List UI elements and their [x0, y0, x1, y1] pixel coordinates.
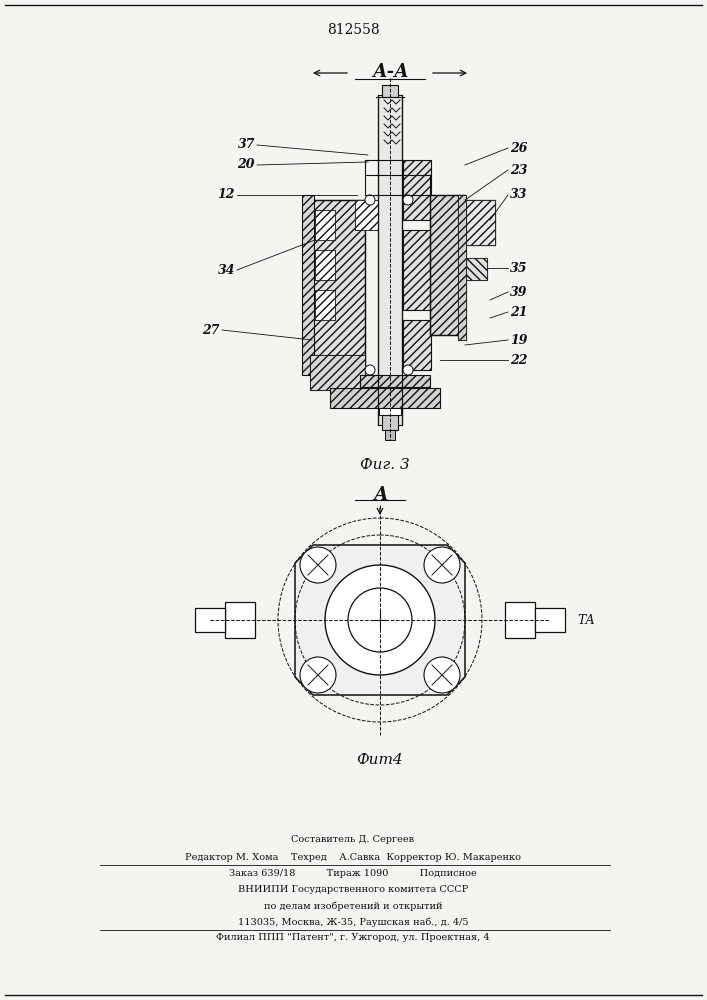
- Bar: [360, 375, 430, 387]
- Bar: [505, 602, 535, 638]
- Bar: [355, 200, 378, 230]
- Text: 35: 35: [510, 261, 527, 274]
- Text: 26: 26: [510, 141, 527, 154]
- Bar: [403, 230, 431, 310]
- Circle shape: [403, 195, 413, 205]
- Circle shape: [300, 547, 336, 583]
- Circle shape: [365, 195, 375, 205]
- Text: Редактор М. Хома    Техред    А.Савка  Корректор Ю. Макаренко: Редактор М. Хома Техред А.Савка Корректо…: [185, 854, 521, 862]
- Bar: [195, 608, 225, 632]
- Text: А-А: А-А: [372, 63, 409, 81]
- Bar: [458, 195, 466, 340]
- Bar: [465, 200, 495, 245]
- Bar: [465, 200, 495, 245]
- Bar: [378, 95, 402, 425]
- Text: 34: 34: [218, 263, 235, 276]
- Bar: [355, 200, 378, 230]
- Bar: [310, 355, 365, 390]
- Bar: [225, 602, 255, 638]
- Bar: [403, 320, 431, 370]
- Bar: [458, 210, 466, 235]
- Circle shape: [325, 565, 435, 675]
- Bar: [430, 195, 465, 335]
- Text: Заказ 639/18          Тираж 1090          Подписное: Заказ 639/18 Тираж 1090 Подписное: [229, 869, 477, 879]
- Circle shape: [424, 657, 460, 693]
- Bar: [315, 290, 335, 320]
- Circle shape: [403, 365, 413, 375]
- Text: 27: 27: [202, 324, 220, 336]
- Bar: [430, 195, 465, 335]
- Bar: [330, 388, 440, 408]
- Bar: [458, 195, 466, 340]
- Bar: [315, 210, 335, 240]
- Bar: [310, 355, 365, 390]
- Text: 22: 22: [510, 354, 527, 366]
- Polygon shape: [295, 545, 465, 695]
- Bar: [462, 258, 487, 280]
- Circle shape: [424, 547, 460, 583]
- Text: 39: 39: [510, 286, 527, 298]
- Text: Фит4: Фит4: [356, 753, 404, 767]
- Text: 20: 20: [238, 158, 255, 172]
- Text: 37: 37: [238, 138, 255, 151]
- Text: Филиал ППП "Патент", г. Ужгород, ул. Проектная, 4: Филиал ППП "Патент", г. Ужгород, ул. Про…: [216, 934, 490, 942]
- Bar: [379, 400, 401, 415]
- Bar: [462, 258, 487, 280]
- Text: Фиг. 3: Фиг. 3: [360, 458, 410, 472]
- Bar: [535, 608, 565, 632]
- Circle shape: [300, 657, 336, 693]
- Bar: [315, 290, 335, 320]
- Bar: [310, 200, 365, 370]
- Text: Составитель Д. Сергеев: Составитель Д. Сергеев: [291, 836, 414, 844]
- Text: 19: 19: [510, 334, 527, 347]
- Bar: [315, 250, 335, 280]
- Bar: [315, 250, 335, 280]
- Bar: [382, 85, 398, 97]
- Bar: [375, 380, 405, 400]
- Text: А: А: [373, 486, 387, 504]
- Text: 21: 21: [510, 306, 527, 318]
- Bar: [315, 210, 335, 240]
- Bar: [302, 195, 314, 375]
- Bar: [385, 430, 395, 440]
- Circle shape: [365, 365, 375, 375]
- Text: 113035, Москва, Ж-35, Раушская наб., д. 4/5: 113035, Москва, Ж-35, Раушская наб., д. …: [238, 917, 468, 927]
- Text: 812558: 812558: [327, 23, 380, 37]
- Text: 23: 23: [510, 163, 527, 176]
- Bar: [375, 380, 405, 400]
- Text: ВНИИПИ Государственного комитета СССР: ВНИИПИ Государственного комитета СССР: [238, 886, 468, 894]
- Bar: [403, 160, 431, 220]
- Text: по делам изобретений и открытий: по делам изобретений и открытий: [264, 901, 443, 911]
- Bar: [382, 415, 398, 430]
- Circle shape: [348, 588, 412, 652]
- Bar: [310, 200, 365, 370]
- Text: ТА: ТА: [577, 613, 595, 626]
- Text: 12: 12: [218, 188, 235, 202]
- Text: 33: 33: [510, 188, 527, 202]
